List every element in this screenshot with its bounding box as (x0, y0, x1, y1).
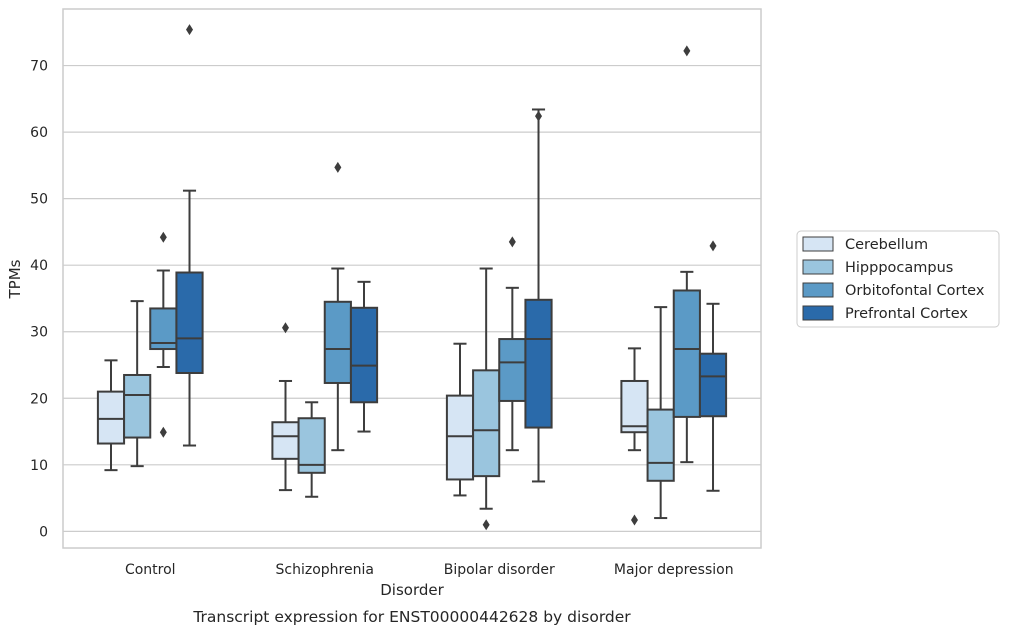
outlier-point (508, 236, 516, 248)
y-tick-label: 70 (30, 59, 48, 75)
box-body (96, 390, 126, 445)
outlier-point (159, 231, 167, 243)
box-0-2 (149, 231, 178, 438)
outlier-point (482, 519, 490, 531)
outlier-point (334, 161, 342, 173)
box-0-0 (96, 359, 126, 472)
box-1-0 (271, 322, 300, 492)
y-tick-label: 40 (30, 258, 48, 274)
outlier-point (630, 514, 638, 526)
legend-swatch (802, 305, 834, 321)
box-1-3 (349, 280, 379, 433)
box-1-2 (323, 161, 352, 452)
box-body (271, 421, 300, 460)
y-axis-ticks: 0 10 20 30 40 50 60 70 (30, 59, 48, 541)
box-2-2 (498, 236, 527, 452)
y-tick-label: 10 (30, 458, 48, 474)
y-tick-label: 50 (30, 192, 48, 208)
legend-swatch (802, 236, 834, 252)
x-tick-label: Major depression (614, 562, 734, 578)
box-plot-layer (96, 24, 728, 531)
box-0-3 (175, 24, 204, 447)
box-3-0 (620, 347, 649, 526)
box-body (672, 289, 701, 418)
y-tick-label: 0 (39, 524, 48, 540)
box-body (323, 300, 352, 384)
box-body (498, 338, 527, 402)
box-3-2 (672, 45, 701, 464)
box-body (472, 369, 501, 478)
box-body (445, 394, 475, 481)
x-tick-label: Bipolar disorder (444, 562, 555, 578)
box-3-1 (646, 306, 675, 520)
y-tick-label: 20 (30, 391, 48, 407)
box-1-1 (297, 401, 326, 498)
box-body (123, 373, 152, 439)
box-2-0 (445, 342, 475, 497)
x-axis-ticks: Control Schizophrenia Bipolar disorder Majo… (125, 562, 734, 578)
legend-label: Hipppocampus (845, 260, 953, 276)
outlier-point (159, 426, 167, 438)
outlier-point (709, 240, 717, 252)
box-3-3 (698, 240, 728, 492)
box-body (349, 306, 379, 404)
legend-swatch (802, 282, 834, 298)
box-body (175, 271, 204, 374)
box-body (524, 298, 553, 429)
legend-label: Prefrontal Cortex (845, 306, 968, 322)
plot-area-frame (62, 8, 762, 549)
box-body (620, 379, 649, 434)
legend-label: Cerebellum (845, 237, 928, 253)
box-2-1 (472, 267, 501, 531)
box-body (646, 408, 675, 482)
y-axis-label: TPMs (6, 259, 24, 299)
y-tick-label: 60 (30, 125, 48, 141)
chart-caption: Transcript expression for ENST0000044262… (192, 608, 631, 626)
legend-label: Orbitofontal Cortex (845, 283, 985, 299)
outlier-point (535, 110, 543, 122)
x-tick-label: Control (125, 562, 176, 578)
box-0-1 (123, 300, 152, 468)
outlier-point (683, 45, 691, 57)
x-tick-label: Schizophrenia (276, 562, 374, 578)
x-axis-label: Disorder (380, 581, 444, 599)
box-body (698, 352, 728, 418)
box-2-3 (524, 108, 553, 483)
box-body (297, 417, 326, 474)
legend: Cerebellum Hipppocampus Orbitofontal Corte… (796, 230, 1000, 328)
legend-swatch (802, 259, 834, 275)
legend-frame (796, 230, 1000, 328)
outlier-point (186, 24, 194, 36)
outlier-point (281, 322, 289, 334)
y-tick-label: 30 (30, 325, 48, 341)
